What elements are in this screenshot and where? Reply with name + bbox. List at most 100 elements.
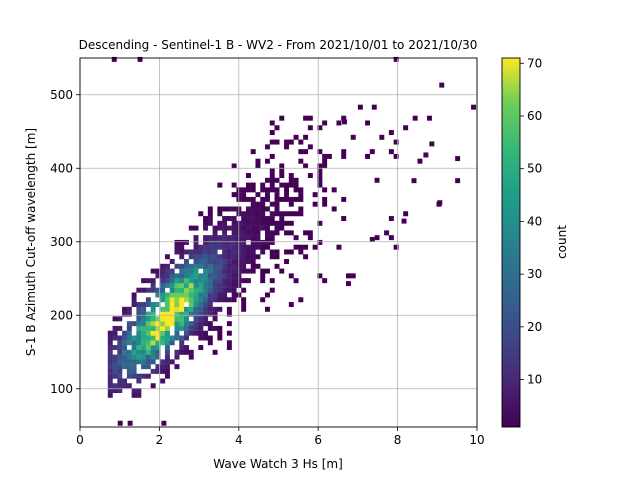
histogram-cell <box>145 335 151 341</box>
histogram-cell <box>265 216 270 222</box>
histogram-cell <box>260 201 266 207</box>
histogram-cell <box>274 201 280 207</box>
histogram-cell <box>188 321 194 327</box>
histogram-cell <box>284 182 290 188</box>
histogram-cell <box>226 268 232 274</box>
histogram-cell <box>126 349 132 355</box>
histogram-cell <box>255 254 261 260</box>
histogram-cell <box>155 316 161 322</box>
histogram-cell <box>193 225 199 231</box>
plot-area <box>79 56 478 428</box>
x-tick-label: 2 <box>156 433 164 447</box>
histogram-cell <box>179 349 185 355</box>
histogram-cell <box>150 268 156 274</box>
histogram-cell <box>112 364 118 370</box>
histogram-cell <box>388 235 394 241</box>
plot-frame <box>79 57 478 428</box>
histogram-cell <box>293 182 299 188</box>
histogram-cell <box>131 292 137 298</box>
histogram-cell <box>203 273 209 279</box>
histogram-cell <box>365 153 371 159</box>
histogram-cell <box>222 292 228 298</box>
histogram-cell <box>274 230 280 236</box>
histogram-cell <box>265 306 270 312</box>
colorbar-tick-label: 50 <box>527 162 542 176</box>
histogram-cell <box>284 211 290 217</box>
histogram-cell <box>112 330 118 336</box>
colorbar: 10 20 30 40 50 60 70 count <box>501 56 569 428</box>
histogram-cell <box>169 268 175 274</box>
histogram-cell <box>250 268 256 274</box>
histogram-cell <box>231 282 237 288</box>
histogram-cell <box>198 302 204 308</box>
histogram-cell <box>184 321 189 327</box>
histogram-cell <box>207 249 213 255</box>
histogram-cell <box>131 297 137 303</box>
histogram-cell <box>117 359 123 365</box>
histogram-cell <box>107 364 113 370</box>
histogram-cell <box>269 139 275 145</box>
histogram-cell <box>265 225 270 231</box>
histogram-cell <box>160 282 166 288</box>
histogram-cell <box>269 201 275 207</box>
histogram-cell <box>193 306 199 312</box>
histogram-cell <box>188 268 194 274</box>
histogram-cell <box>188 273 194 279</box>
histogram-cell <box>288 249 294 255</box>
histogram-cell <box>179 273 185 279</box>
histogram-cell <box>188 330 194 336</box>
histogram-cell <box>203 316 209 322</box>
histogram-cell <box>169 297 175 303</box>
histogram-cell <box>188 254 194 260</box>
histogram-cell <box>245 244 251 250</box>
histogram-cell <box>160 364 166 370</box>
histogram-cell <box>198 321 204 327</box>
histogram-cell <box>179 316 185 322</box>
histogram-cell <box>160 330 166 336</box>
histogram-cell <box>303 149 309 155</box>
histogram-cell <box>231 254 237 260</box>
histogram-cell <box>217 206 223 212</box>
histogram-cell <box>203 268 209 274</box>
histogram-cell <box>160 340 166 346</box>
histogram-cell <box>184 349 189 355</box>
histogram-cell <box>169 311 175 317</box>
histogram-cell <box>255 239 261 245</box>
histogram-cell <box>250 216 256 222</box>
histogram-cell <box>231 163 237 169</box>
histogram-cell <box>336 244 342 250</box>
histogram-cell <box>155 268 161 274</box>
histogram-cell <box>207 297 213 303</box>
histogram-cell <box>298 192 304 198</box>
histogram-cell <box>255 263 261 269</box>
histogram-cell <box>217 235 223 241</box>
histogram-cell <box>288 201 294 207</box>
histogram-cell <box>260 206 266 212</box>
histogram-cell <box>174 263 180 269</box>
histogram-cell <box>203 302 209 308</box>
colorbar-tick-label: 10 <box>527 373 542 387</box>
histogram-cell <box>131 321 137 327</box>
histogram-cell <box>384 230 390 236</box>
colorbar-tick-label: 30 <box>527 267 542 281</box>
histogram-cell <box>207 235 213 241</box>
histogram-cell <box>288 230 294 236</box>
histogram-cell <box>317 149 323 155</box>
histogram-cell <box>193 297 199 303</box>
histogram-cell <box>226 273 232 279</box>
histogram-cell <box>203 254 209 260</box>
histogram-cell <box>250 230 256 236</box>
histogram-cell <box>231 278 237 284</box>
histogram-cell <box>207 211 213 217</box>
histogram-cell <box>379 134 385 140</box>
histogram-cell <box>260 249 266 255</box>
histogram-cell <box>269 153 275 159</box>
histogram-cell <box>164 263 170 269</box>
histogram-cell <box>184 278 189 284</box>
histogram-cell <box>107 330 113 336</box>
histogram-cell <box>112 325 118 331</box>
histogram-cell <box>312 201 318 207</box>
histogram-cell <box>231 273 237 279</box>
histogram-cell <box>222 225 228 231</box>
